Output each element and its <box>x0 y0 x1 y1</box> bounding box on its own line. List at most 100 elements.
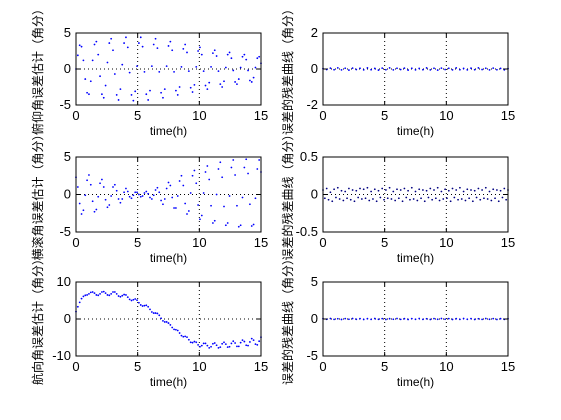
data-point <box>173 207 175 209</box>
data-point <box>414 190 417 193</box>
data-point <box>212 52 214 55</box>
data-point <box>150 311 153 313</box>
data-point <box>165 187 168 190</box>
data-point <box>156 186 159 189</box>
data-point <box>226 222 229 224</box>
data-point <box>370 68 372 71</box>
data-point <box>252 339 255 341</box>
data-point <box>187 70 190 73</box>
data-point <box>80 297 83 300</box>
data-point <box>226 53 229 56</box>
y-tick-label: -5 <box>59 224 71 239</box>
data-point <box>110 37 113 40</box>
data-point <box>359 317 361 320</box>
series-1 <box>75 158 262 228</box>
data-point <box>245 58 248 61</box>
y-axis-label: 误差的残差曲线（角分） <box>280 253 295 385</box>
data-point <box>219 161 222 164</box>
data-point <box>175 328 177 331</box>
data-point <box>110 292 113 295</box>
data-point <box>381 317 384 320</box>
data-point <box>436 186 439 189</box>
data-point <box>102 186 105 188</box>
x-tick-label: 0 <box>319 235 326 250</box>
data-point <box>165 65 168 68</box>
data-point <box>399 68 402 71</box>
data-point <box>219 346 222 349</box>
data-point <box>444 188 446 191</box>
data-point <box>355 318 358 321</box>
data-point <box>396 188 398 191</box>
data-point <box>388 67 391 69</box>
data-point <box>338 198 341 200</box>
data-point <box>150 65 153 68</box>
data-point <box>232 69 235 72</box>
data-point <box>210 345 212 348</box>
data-point <box>455 317 458 320</box>
data-point <box>86 91 88 94</box>
data-point <box>200 344 203 347</box>
data-point <box>249 341 251 343</box>
data-point <box>327 198 330 201</box>
data-point <box>429 69 432 71</box>
data-point <box>379 196 382 199</box>
data-point <box>422 318 424 321</box>
data-point <box>241 196 244 199</box>
data-point <box>165 321 168 323</box>
data-point <box>182 335 185 338</box>
x-tick-label: 5 <box>381 359 388 374</box>
data-point <box>212 342 214 345</box>
data-point <box>197 344 200 346</box>
data-point <box>484 67 487 70</box>
data-point <box>223 80 225 83</box>
data-point <box>108 294 111 297</box>
data-point <box>200 53 203 56</box>
data-point <box>149 196 151 199</box>
data-point <box>373 67 376 70</box>
data-point <box>184 202 187 205</box>
data-point <box>442 198 445 200</box>
data-point <box>191 341 194 344</box>
data-point <box>104 84 107 87</box>
x-tick-label: 10 <box>439 235 453 250</box>
data-point <box>175 89 177 92</box>
data-point <box>355 68 358 71</box>
data-point <box>254 66 257 69</box>
data-point <box>171 49 174 52</box>
data-point <box>213 219 216 222</box>
x-tick-label: 10 <box>192 359 206 374</box>
data-point <box>440 190 443 193</box>
data-point <box>252 223 255 226</box>
data-point <box>344 190 347 193</box>
x-tick-label: 15 <box>254 235 268 250</box>
data-point <box>123 191 125 194</box>
data-point <box>115 189 118 192</box>
data-point <box>381 187 384 190</box>
data-point <box>136 65 138 68</box>
data-point <box>444 318 446 321</box>
series-1 <box>322 317 509 321</box>
data-point <box>138 42 140 44</box>
data-point <box>221 86 224 88</box>
data-point <box>473 318 476 321</box>
data-point <box>101 178 103 181</box>
data-point <box>252 76 255 79</box>
data-point <box>392 69 395 71</box>
series-1 <box>75 290 262 349</box>
x-tick-label: 0 <box>319 108 326 123</box>
data-point <box>126 296 129 299</box>
data-point <box>154 312 157 314</box>
data-point <box>486 198 489 200</box>
x-tick-label: 15 <box>501 235 515 250</box>
data-point <box>169 40 172 43</box>
data-point <box>167 181 170 184</box>
data-point <box>351 67 354 69</box>
x-tick-label: 10 <box>192 108 206 123</box>
data-point <box>331 200 334 203</box>
data-point <box>158 70 161 73</box>
data-point <box>119 295 122 298</box>
data-point <box>202 342 205 345</box>
data-point <box>399 189 402 191</box>
data-point <box>187 210 190 212</box>
